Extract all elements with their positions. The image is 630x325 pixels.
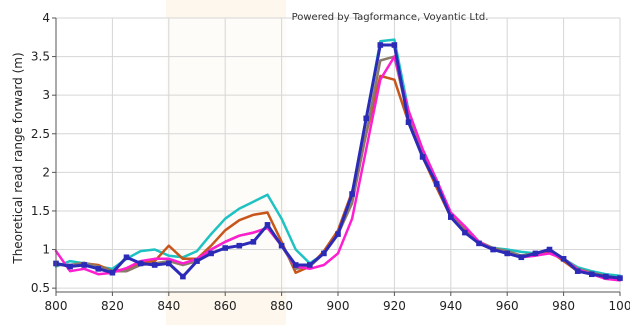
- x-tick-label: 860: [214, 299, 237, 313]
- x-tick-label: 840: [157, 299, 180, 313]
- data-point: [194, 258, 200, 264]
- y-tick-label: 0.5: [31, 281, 50, 295]
- y-tick-label: 4: [42, 11, 50, 25]
- data-point: [137, 260, 144, 267]
- data-point: [109, 269, 116, 276]
- data-point: [518, 254, 525, 261]
- data-point: [278, 242, 285, 249]
- data-point: [292, 262, 299, 268]
- x-tick-label: 100: [609, 299, 630, 313]
- data-point: [250, 239, 257, 245]
- data-point: [433, 181, 440, 187]
- data-point: [123, 254, 130, 261]
- data-point: [67, 263, 73, 270]
- y-tick-label: 2.5: [31, 127, 50, 141]
- series-group: [53, 38, 623, 282]
- data-point: [151, 262, 158, 268]
- x-tick-label: 880: [270, 299, 293, 313]
- data-point: [490, 246, 496, 253]
- y-axis-label: Theoretical read range forward (m): [11, 52, 25, 264]
- data-point: [81, 262, 87, 268]
- data-point: [208, 250, 214, 257]
- x-tick-label: 820: [101, 299, 124, 313]
- data-point: [264, 222, 271, 228]
- data-point: [448, 214, 454, 220]
- x-tick-label: 960: [496, 299, 519, 313]
- data-point: [307, 262, 313, 268]
- data-point: [589, 271, 595, 278]
- data-point: [574, 268, 581, 274]
- x-tick-label: 920: [383, 299, 406, 313]
- data-point: [405, 119, 412, 125]
- x-tick-label: 800: [45, 299, 68, 313]
- x-tick-label: 940: [439, 299, 462, 313]
- data-point: [377, 42, 384, 48]
- y-tick-label: 1.5: [31, 204, 50, 218]
- data-point: [603, 273, 609, 280]
- data-point: [349, 191, 355, 197]
- x-tick-label: 900: [327, 299, 350, 313]
- data-point: [419, 154, 426, 160]
- y-tick-label: 3: [42, 88, 50, 102]
- data-point: [391, 42, 398, 48]
- y-tick-label: 1: [42, 243, 50, 257]
- data-point: [95, 266, 102, 272]
- y-tick-label: 3.5: [31, 50, 50, 64]
- data-point: [363, 115, 369, 122]
- x-axis-ticks: 800 820 840 860 880 900 920 940 960 980 100: [45, 292, 630, 313]
- y-axis-ticks: 0.5 1 1.5 2 2.5 3 3.5 4: [31, 11, 56, 295]
- data-point: [617, 275, 623, 281]
- data-point: [504, 250, 510, 257]
- data-point: [560, 256, 567, 262]
- chart-credit: Powered by Tagformance, Voyantic Ltd.: [292, 12, 489, 23]
- gridlines: [55, 17, 621, 292]
- data-point: [546, 246, 553, 253]
- data-point: [236, 242, 243, 249]
- data-point: [476, 240, 482, 247]
- y-tick-label: 2: [42, 165, 50, 179]
- data-point: [166, 260, 172, 267]
- x-tick-label: 980: [552, 299, 575, 313]
- data-point: [532, 250, 539, 257]
- data-point: [321, 250, 327, 257]
- data-point: [222, 245, 228, 251]
- data-point: [335, 231, 341, 237]
- data-point: [180, 273, 186, 280]
- data-point: [462, 229, 468, 236]
